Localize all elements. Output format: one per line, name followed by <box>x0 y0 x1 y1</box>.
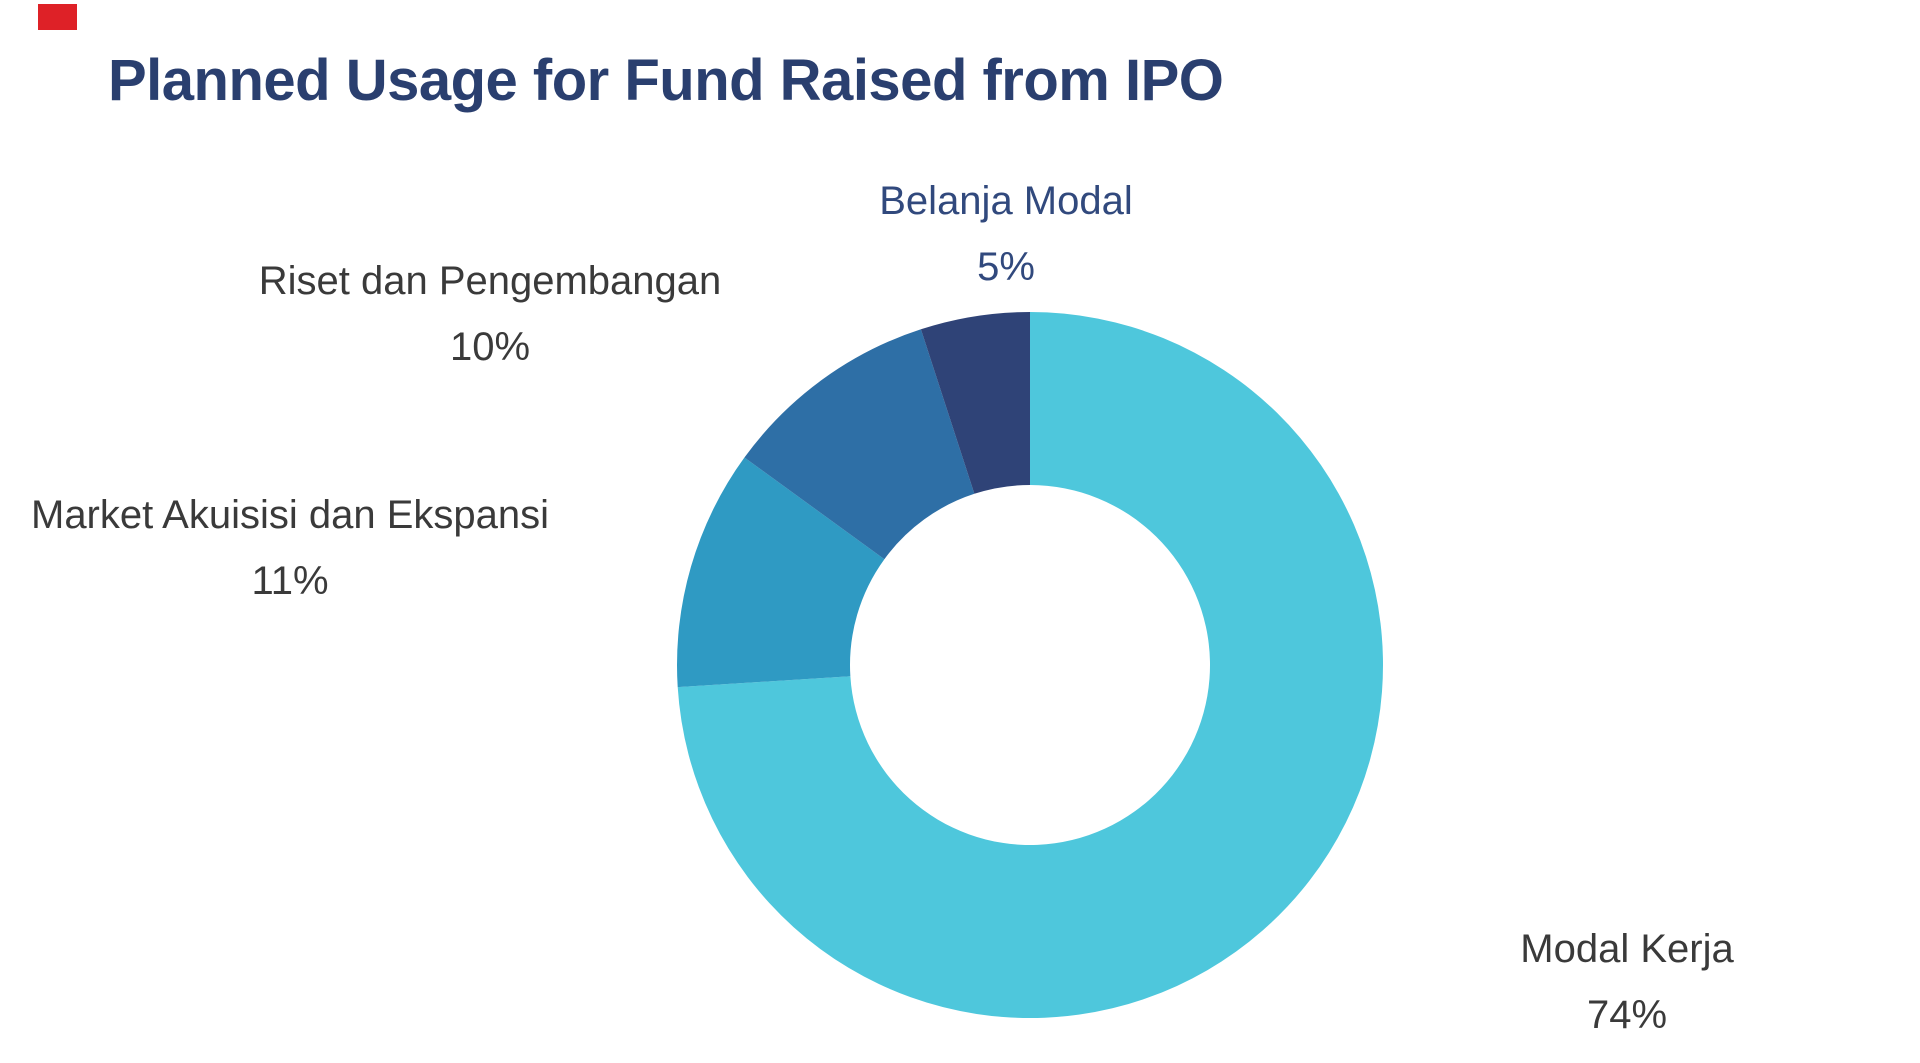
slice-label-modal-kerja: Modal Kerja 74% <box>1520 916 1733 1048</box>
slice-label-name: Belanja Modal <box>879 179 1133 223</box>
donut-slice-market-akuisisi-dan-ekspansi <box>677 457 885 688</box>
slice-label-name: Market Akuisisi dan Ekspansi <box>30 493 550 537</box>
slice-label-value: 74% <box>1586 993 1668 1037</box>
slice-label-name: Modal Kerja <box>1520 927 1734 971</box>
corner-accent-shape <box>38 4 77 30</box>
slice-label-riset-dan-pengembangan: Riset dan Pengembangan 10% <box>259 248 722 380</box>
slice-label-value: 10% <box>449 325 531 369</box>
slice-label-value: 5% <box>977 245 1035 289</box>
slice-label-market-akuisisi-dan-ekspansi: Market Akuisisi dan Ekspansi 11% <box>31 482 549 614</box>
donut-slice-modal-kerja <box>677 312 1384 1019</box>
donut-slice-belanja-modal <box>920 312 1030 494</box>
slice-label-belanja-modal: Belanja Modal 5% <box>879 168 1133 300</box>
chart-title: Planned Usage for Fund Raised from IPO <box>108 48 1224 113</box>
slice-label-value: 11% <box>251 559 329 603</box>
donut-slice-riset-dan-pengembangan <box>744 329 975 560</box>
slice-label-name: Riset dan Pengembangan <box>258 259 722 303</box>
